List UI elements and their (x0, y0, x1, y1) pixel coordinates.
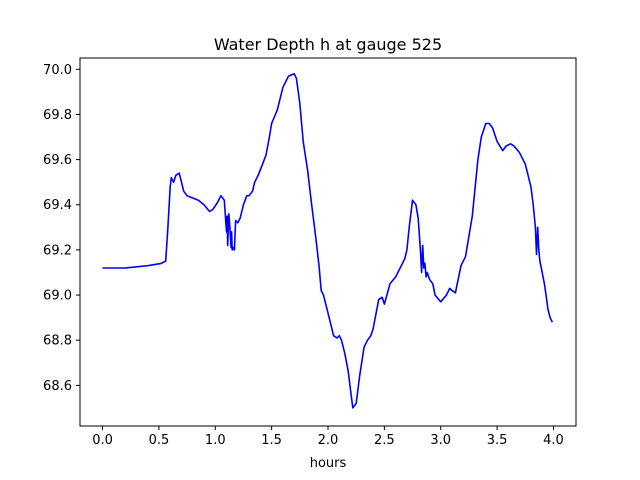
y-tick-label: 68.6 (43, 379, 72, 394)
y-tick-label: 69.6 (43, 153, 72, 168)
y-tick-label: 68.8 (43, 334, 72, 349)
x-tick-label: 4.0 (543, 433, 564, 448)
x-tick-label: 2.5 (374, 433, 395, 448)
x-tick-label: 2.0 (318, 433, 339, 448)
x-axis-label: hours (310, 456, 347, 471)
x-tick-label: 3.5 (487, 433, 508, 448)
y-tick-label: 69.2 (43, 243, 72, 258)
x-tick-label: 3.0 (430, 433, 451, 448)
x-tick-label: 1.5 (261, 433, 282, 448)
x-tick-label: 1.0 (205, 433, 226, 448)
y-tick-label: 69.4 (43, 198, 72, 213)
x-axis: 0.0 0.5 1.0 1.5 2.0 2.5 3.0 3.5 4.0 (92, 426, 564, 448)
y-tick-label: 69.0 (43, 289, 72, 304)
plot-area (102, 73, 554, 409)
y-axis: 68.6 68.8 69.0 69.2 69.4 69.6 69.8 70.0 (43, 63, 80, 394)
series-line-0 (102, 73, 554, 409)
y-tick-label: 70.0 (43, 63, 72, 78)
x-tick-label: 0.5 (149, 433, 170, 448)
chart-title: Water Depth h at gauge 525 (214, 35, 442, 54)
x-tick-label: 0.0 (92, 433, 113, 448)
y-tick-label: 69.8 (43, 108, 72, 123)
